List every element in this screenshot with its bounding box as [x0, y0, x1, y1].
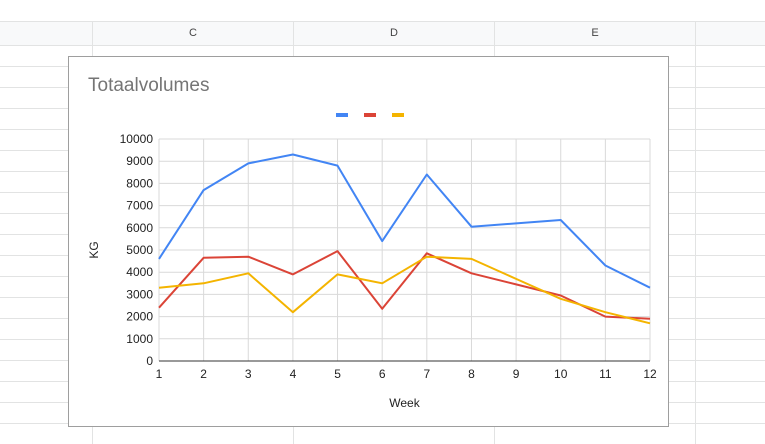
x-tick-label: 5 — [334, 367, 341, 381]
x-tick-label: 10 — [554, 367, 568, 381]
x-tick-label: 3 — [245, 367, 252, 381]
x-tick-label: 6 — [379, 367, 386, 381]
series-line-2 — [158, 250, 651, 320]
y-tick-label: 3000 — [126, 287, 153, 301]
y-tick-label: 5000 — [126, 243, 153, 257]
column-header-bar — [0, 21, 765, 45]
x-tick-label: 12 — [643, 367, 657, 381]
y-tick-label: 2000 — [126, 310, 153, 324]
x-tick-label: 2 — [200, 367, 207, 381]
y-tick-label: 0 — [146, 354, 153, 368]
x-tick-label: 9 — [513, 367, 520, 381]
series-line-1 — [158, 153, 651, 289]
y-tick-label: 4000 — [126, 265, 153, 279]
y-tick-label: 9000 — [126, 154, 153, 168]
x-tick-label: 8 — [468, 367, 475, 381]
y-axis-title: KG — [87, 241, 101, 258]
column-header-d[interactable]: D — [390, 27, 398, 39]
x-tick-label: 1 — [156, 367, 163, 381]
y-tick-label: 6000 — [126, 221, 153, 235]
y-tick-label: 10000 — [120, 132, 154, 146]
chart-title: Totaalvolumes — [88, 75, 210, 96]
column-header-e[interactable]: E — [591, 27, 599, 39]
column-header-c[interactable]: C — [189, 27, 197, 39]
series-line-3 — [158, 255, 651, 325]
y-tick-label: 8000 — [126, 176, 153, 190]
x-tick-label: 4 — [290, 367, 297, 381]
x-tick-label: 7 — [423, 367, 430, 381]
chart-card[interactable]: Totaalvolumes 0 1000 2000 3000 4000 5000 6000 7… — [68, 56, 669, 427]
x-axis-title: Week — [389, 396, 420, 410]
y-tick-label: 7000 — [126, 199, 153, 213]
line-chart: 0 1000 2000 3000 4000 5000 6000 7000 8000 9000 100… — [87, 113, 657, 410]
x-tick-label: 11 — [599, 367, 612, 381]
y-tick-label: 1000 — [126, 332, 153, 346]
